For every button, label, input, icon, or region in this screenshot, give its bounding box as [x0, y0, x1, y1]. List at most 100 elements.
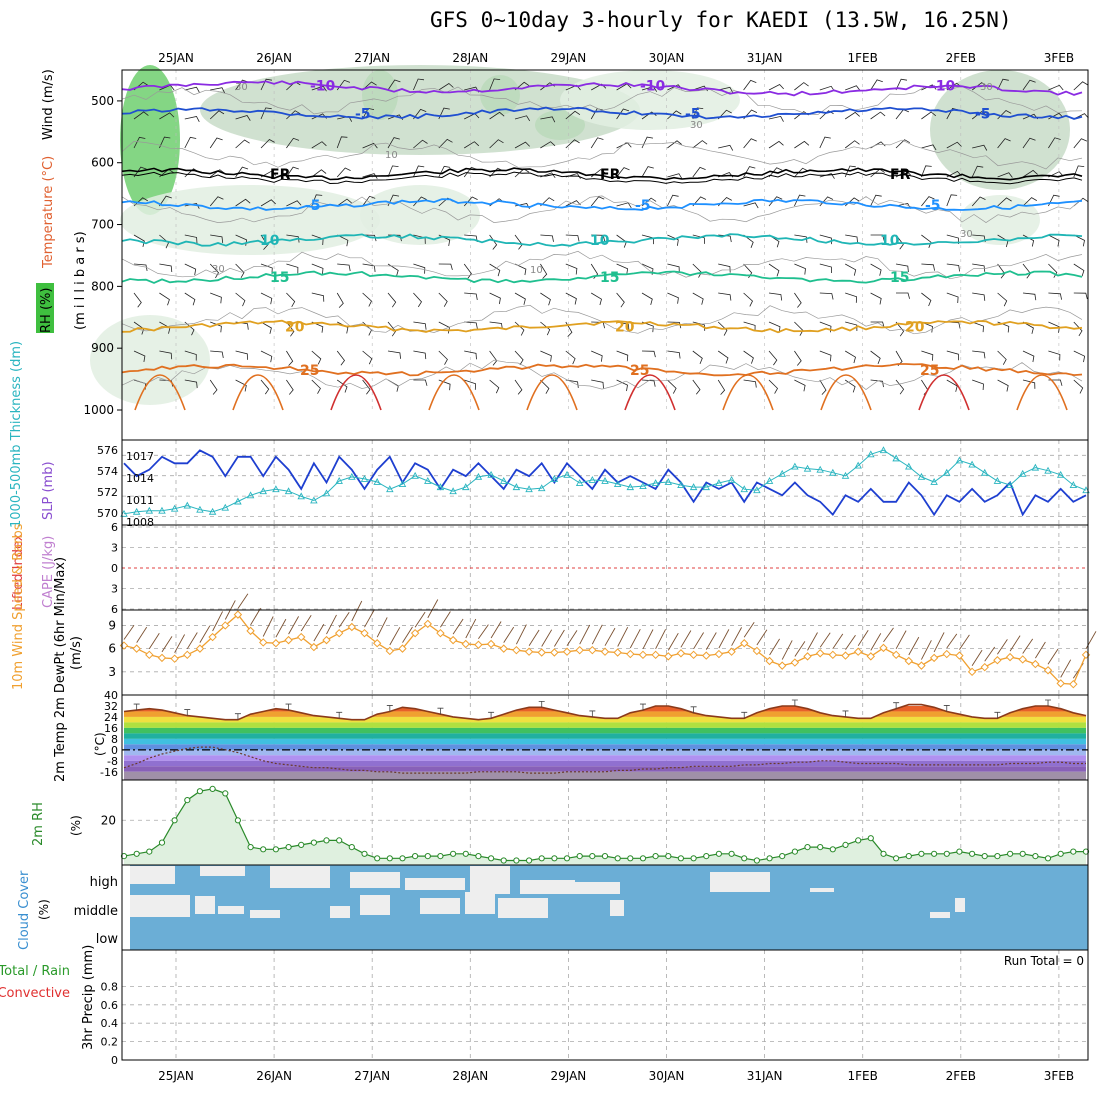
bottom-day-label: 1FEB	[848, 1069, 878, 1083]
wind-barb	[514, 234, 523, 250]
wind-barb	[667, 632, 679, 651]
wind-tick-label: 6	[108, 642, 116, 656]
minmax-whisker	[842, 710, 849, 717]
cloud-gap	[195, 896, 215, 914]
thickness-point	[841, 471, 850, 479]
rh-point	[614, 855, 621, 862]
wind-barb	[260, 350, 273, 363]
wind-barb	[870, 350, 881, 365]
isotherm-label: 10	[880, 233, 900, 249]
wind-barb	[540, 379, 550, 394]
wind-barb	[565, 200, 581, 207]
thickness-point	[575, 479, 584, 486]
wind-barb	[209, 110, 225, 120]
rh-contour-label: 30	[235, 82, 248, 93]
wind-barb	[667, 321, 682, 329]
wind-barb	[260, 107, 272, 120]
wind-barb	[133, 166, 147, 178]
wind-barb	[565, 350, 576, 365]
isotherm-loop	[918, 374, 970, 411]
cloud-gap	[470, 866, 510, 894]
wind-barb	[895, 321, 905, 337]
wind-speed-point	[790, 658, 800, 667]
rh-point	[412, 853, 419, 860]
thickness-point	[272, 485, 280, 493]
wind-tick-label: 9	[108, 618, 116, 632]
wind-barb	[717, 321, 728, 336]
wind-barb	[438, 263, 453, 271]
precip-tick-label: 0	[111, 1054, 118, 1067]
wind-barb	[336, 379, 348, 393]
isotherm-label: -10	[640, 78, 666, 94]
li-tick-label: 6	[111, 603, 118, 616]
wind-barb	[260, 170, 276, 178]
precip-tick-label: 0.8	[101, 980, 119, 993]
wind-barb	[591, 350, 603, 362]
wind-barb	[413, 139, 428, 149]
wind-barb	[133, 350, 146, 362]
rh-point	[867, 835, 874, 842]
wind-barb	[1060, 659, 1072, 678]
wind-barb	[286, 263, 299, 274]
wind-barb	[591, 83, 607, 91]
temp-band	[124, 722, 1086, 728]
wind-speed-point	[967, 667, 977, 677]
rh-line	[123, 788, 1086, 862]
thickness-point	[360, 474, 369, 482]
wind-speed-point	[904, 656, 913, 666]
thickness-point	[411, 471, 419, 479]
wind-barb	[337, 263, 351, 272]
top-day-label: 1FEB	[848, 51, 878, 65]
wind-speed-point	[284, 635, 293, 645]
wind-speed-point	[448, 635, 458, 645]
temp-tick-label: -8	[107, 755, 118, 768]
wind-barb	[286, 166, 299, 178]
wind-barb	[540, 141, 556, 149]
rh-point	[146, 848, 153, 855]
wind-barb	[463, 263, 472, 279]
wind-barb	[235, 198, 251, 207]
thickness-point	[740, 485, 748, 493]
wind-speed-point	[309, 642, 319, 652]
isotherm-line	[121, 167, 1083, 181]
rh-contour-label: 30	[212, 264, 225, 275]
minmax-whisker	[1045, 699, 1052, 706]
bottom-day-label: 25JAN	[158, 1069, 194, 1083]
rh-point	[513, 857, 520, 864]
wind-barb	[286, 292, 296, 307]
thickness-point	[449, 487, 457, 495]
thickness-point	[246, 491, 255, 499]
wind-barb	[540, 321, 551, 336]
wind-barb	[133, 234, 145, 248]
thickness-point	[183, 501, 192, 509]
wind-barb	[184, 86, 200, 93]
wind-barb	[895, 234, 904, 250]
wind-tick-label: 3	[108, 665, 116, 679]
top-day-label: 27JAN	[354, 51, 390, 65]
wind-barb	[159, 112, 175, 120]
isotherm-label: 15	[600, 270, 619, 286]
wind-barb	[921, 234, 932, 248]
thickness-point	[993, 477, 1002, 484]
wind-barb	[540, 197, 555, 207]
wind-barb	[465, 618, 477, 639]
rh-point	[880, 850, 887, 857]
wind-barb	[794, 292, 802, 308]
wind-speed-point	[423, 619, 432, 629]
temp-band	[124, 760, 1086, 767]
wind-barb	[540, 263, 548, 279]
thickness-point	[424, 477, 432, 484]
rh-contour-label: 10	[385, 150, 398, 161]
wind-barb	[336, 350, 346, 366]
wind-barb	[896, 292, 910, 299]
rh-shading	[90, 315, 210, 405]
wind-barb	[565, 263, 578, 275]
rh-point	[171, 817, 178, 824]
rh-point	[627, 855, 634, 862]
wind-barb	[579, 624, 591, 645]
thickness-point	[930, 478, 938, 485]
wind-barb	[1022, 263, 1031, 279]
wind-barb	[541, 629, 553, 647]
wind-barb	[997, 78, 1009, 91]
wind-barb	[514, 141, 530, 149]
